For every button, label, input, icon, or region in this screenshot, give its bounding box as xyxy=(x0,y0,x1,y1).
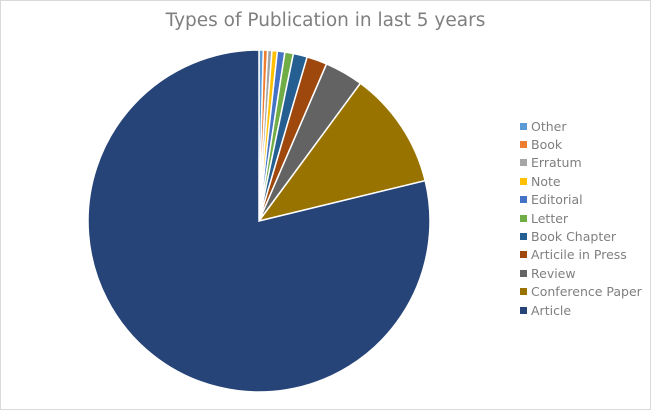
legend-item: Note xyxy=(520,172,642,190)
legend-label: Other xyxy=(531,118,567,134)
legend-label: Conference Paper xyxy=(531,284,642,300)
legend-item: Erratum xyxy=(520,154,642,172)
legend-swatch xyxy=(520,159,527,167)
legend-label: Note xyxy=(531,173,561,189)
legend-label: Article xyxy=(531,302,572,318)
legend-item: Book xyxy=(520,135,642,153)
legend-swatch xyxy=(520,288,527,296)
legend-item: Editorial xyxy=(520,191,642,209)
legend-swatch xyxy=(520,233,527,241)
legend-swatch xyxy=(520,306,527,314)
pie-slice-article xyxy=(87,49,431,393)
legend-item: Other xyxy=(520,117,642,135)
legend-swatch xyxy=(520,269,527,277)
legend-item: Letter xyxy=(520,209,642,227)
legend-swatch xyxy=(520,214,527,222)
legend-item: Book Chapter xyxy=(520,227,642,245)
legend-swatch xyxy=(520,141,527,149)
legend-swatch xyxy=(520,251,527,259)
legend-item: Article xyxy=(520,301,642,319)
legend-label: Editorial xyxy=(531,192,583,208)
legend-label: Letter xyxy=(531,210,569,226)
pie-slice-conference-paper xyxy=(257,82,427,223)
legend-swatch xyxy=(520,122,527,130)
legend-item: Articile in Press xyxy=(520,246,642,264)
legend-label: Erratum xyxy=(531,155,582,171)
legend-label: Book xyxy=(531,137,563,153)
legend-swatch xyxy=(520,177,527,185)
legend-item: Review xyxy=(520,264,642,282)
legend-label: Articile in Press xyxy=(531,247,627,263)
legend-item: Conference Paper xyxy=(520,283,642,301)
chart-title: Types of Publication in last 5 years xyxy=(165,10,486,31)
legend-label: Book Chapter xyxy=(531,229,617,245)
legend-label: Review xyxy=(531,265,576,281)
legend: Other Book Erratum Note Editorial Letter Book … xyxy=(520,117,642,319)
legend-swatch xyxy=(520,196,527,204)
